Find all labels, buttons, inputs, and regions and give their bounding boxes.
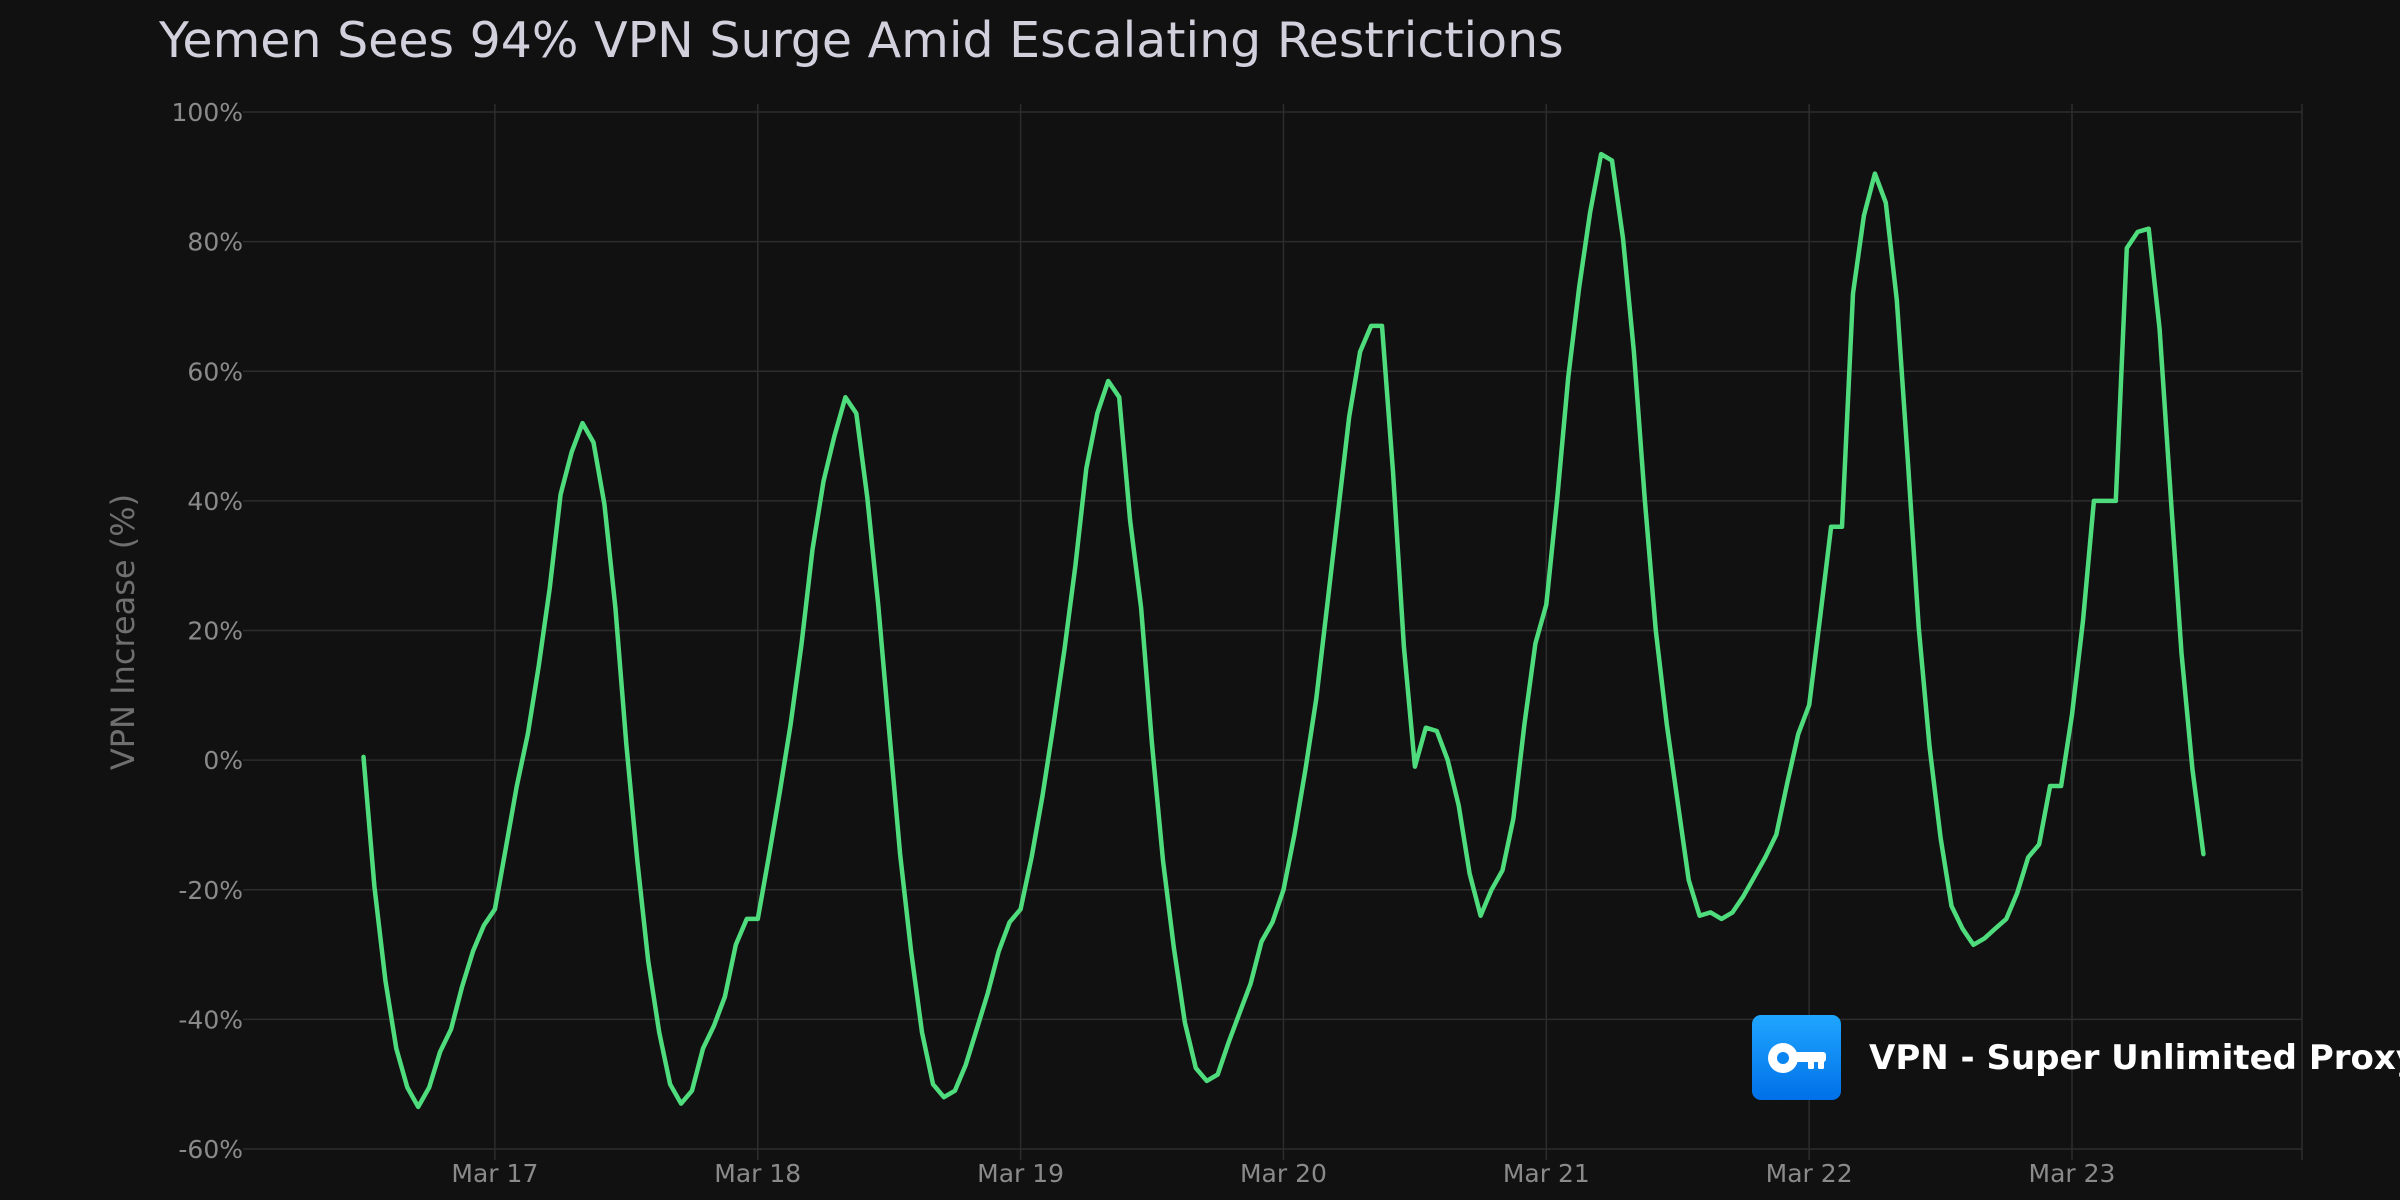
y-tick-label: -20% bbox=[178, 876, 243, 905]
x-gridlines bbox=[494, 104, 2303, 1160]
y-axis-title: VPN Increase (%) bbox=[104, 494, 142, 770]
x-tick-label: Mar 19 bbox=[977, 1159, 1064, 1188]
x-tick-label: Mar 17 bbox=[451, 1159, 538, 1188]
key-icon-glyph bbox=[1767, 1042, 1826, 1073]
y-tick-label: 100% bbox=[172, 98, 243, 127]
x-tick-label: Mar 20 bbox=[1240, 1159, 1327, 1188]
y-gridlines bbox=[243, 111, 2302, 1150]
y-tick-label: -60% bbox=[178, 1135, 243, 1164]
y-tick-label: 0% bbox=[203, 746, 243, 775]
brand-badge: VPN - Super Unlimited Proxy bbox=[1752, 1015, 2400, 1100]
x-tick-label: Mar 18 bbox=[714, 1159, 801, 1188]
x-tick-label: Mar 22 bbox=[1766, 1159, 1853, 1188]
y-tick-label: 60% bbox=[187, 357, 243, 386]
x-tick-label: Mar 21 bbox=[1503, 1159, 1590, 1188]
chart-title: Yemen Sees 94% VPN Surge Amid Escalating… bbox=[159, 12, 1564, 69]
y-tick-label: 80% bbox=[187, 228, 243, 257]
y-tick-label: -40% bbox=[178, 1005, 243, 1034]
y-axis-tick-labels: -60% -40% -20% 0% 20% 40% 60% 80% 100% bbox=[172, 98, 243, 1164]
series-layer bbox=[361, 151, 2206, 1110]
y-tick-label: 20% bbox=[187, 617, 243, 646]
brand-name: VPN - Super Unlimited Proxy bbox=[1869, 1037, 2400, 1078]
x-axis-tick-labels: Mar 17 Mar 18 Mar 19 Mar 20 Mar 21 Mar 22 Mar … bbox=[451, 1159, 2115, 1188]
x-tick-label: Mar 23 bbox=[2029, 1159, 2116, 1188]
y-tick-label: 40% bbox=[187, 487, 243, 516]
series-line-0 bbox=[361, 151, 2206, 1110]
key-icon bbox=[1752, 1015, 1841, 1100]
